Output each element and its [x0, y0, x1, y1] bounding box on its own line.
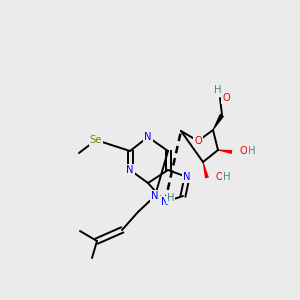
- Text: N: N: [161, 197, 169, 207]
- Text: O: O: [240, 146, 248, 156]
- Text: N: N: [151, 191, 159, 201]
- Text: O: O: [194, 136, 202, 146]
- Text: O: O: [215, 172, 223, 182]
- Text: H: H: [167, 193, 175, 203]
- Text: H: H: [214, 85, 222, 95]
- Text: N: N: [126, 165, 134, 175]
- Text: N: N: [144, 132, 152, 142]
- Polygon shape: [202, 162, 209, 178]
- Text: N: N: [183, 172, 191, 182]
- Text: H: H: [248, 146, 256, 156]
- Polygon shape: [213, 114, 224, 130]
- Polygon shape: [218, 149, 232, 154]
- Text: H: H: [223, 172, 230, 182]
- Text: O: O: [222, 93, 230, 103]
- Text: Se: Se: [90, 135, 102, 145]
